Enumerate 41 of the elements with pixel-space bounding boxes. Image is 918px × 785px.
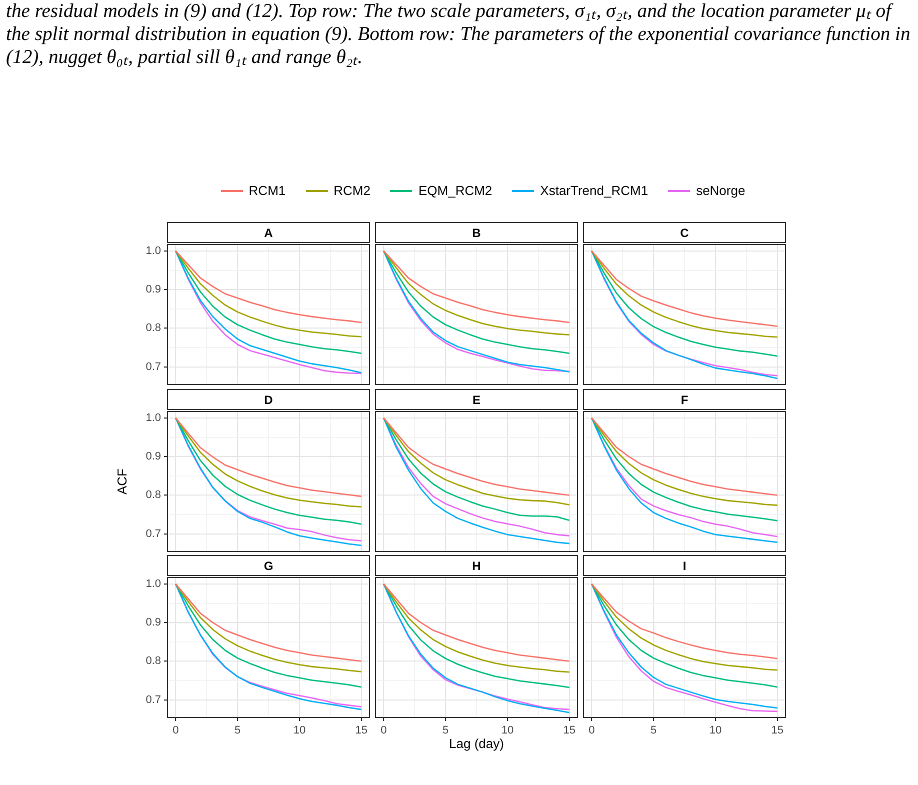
- chart-title: H: [375, 555, 578, 576]
- legend-label: XstarTrend_RCM1: [539, 183, 648, 198]
- legend-label: seNorge: [695, 183, 746, 198]
- chart-title: D: [167, 389, 370, 410]
- y-tick-label: 0.7: [146, 694, 161, 706]
- chart-title: B: [375, 222, 578, 243]
- y-axis-title: ACF: [114, 468, 130, 494]
- y-tick-label: 1.0: [146, 412, 161, 424]
- chart-title: E: [375, 389, 578, 410]
- x-tick-label: 5: [234, 724, 241, 737]
- x-tick-label: 10: [501, 724, 514, 737]
- chart-title: C: [583, 222, 786, 243]
- x-tick-label: 5: [650, 724, 657, 737]
- legend-label: RCM2: [332, 183, 370, 198]
- legend-label: EQM_RCM2: [417, 183, 492, 198]
- y-tick-label: 0.8: [146, 322, 161, 334]
- y-tick-label: 1.0: [146, 578, 161, 590]
- x-tick-label: 15: [355, 724, 368, 737]
- y-tick-label: 0.7: [146, 360, 161, 373]
- x-tick-label: 0: [588, 724, 595, 737]
- x-tick-label: 0: [380, 724, 387, 737]
- x-tick-label: 0: [172, 724, 179, 737]
- x-tick-label: 10: [709, 724, 722, 737]
- y-tick-label: 0.8: [146, 655, 161, 668]
- x-axis-title: Lag (day): [448, 736, 505, 751]
- y-tick-label: 0.7: [146, 528, 161, 540]
- text: the residual models in (9) and (12). Top row: The two scale parameters, σ₁ₜ, σ₂ₜ, and the location parameter μₜ of the split normal distribution in equation (9). Bottom row: The parameters of the exponential covariance function in (12), nugget θ₀ₜ, partial sill θ₁ₜ and range θ₂ₜ.: [6, 0, 912, 69]
- legend-label: RCM1: [248, 183, 286, 198]
- y-tick-label: 1.0: [146, 244, 161, 257]
- chart-title: A: [167, 222, 370, 243]
- chart-title: G: [167, 555, 370, 576]
- y-tick-label: 0.9: [146, 284, 161, 296]
- x-tick-label: 5: [442, 724, 449, 737]
- y-tick-label: 0.9: [146, 616, 161, 629]
- chart-title: F: [583, 389, 786, 410]
- chart-title: I: [583, 555, 786, 576]
- y-tick-label: 0.8: [146, 489, 161, 502]
- x-tick-label: 15: [563, 724, 576, 737]
- y-tick-label: 0.9: [146, 450, 161, 463]
- x-tick-label: 15: [771, 724, 784, 737]
- x-tick-label: 10: [293, 724, 306, 737]
